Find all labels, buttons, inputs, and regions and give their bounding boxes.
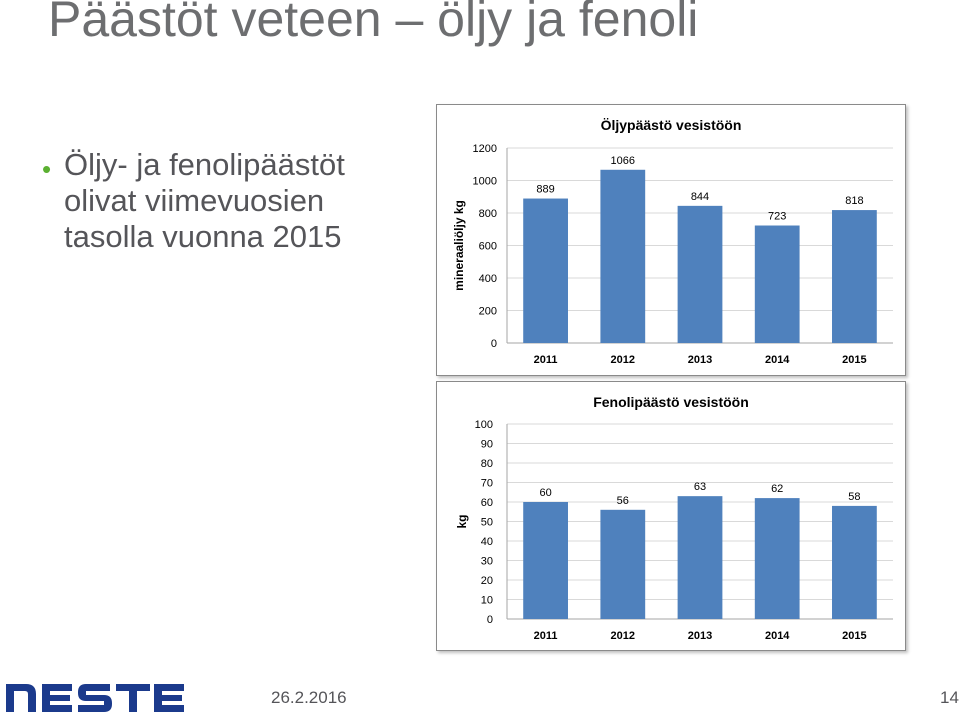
x-tick-label: 2013 — [688, 630, 712, 642]
x-tick-label: 2011 — [534, 630, 558, 642]
chart-title: Öljypäästö vesistöön — [601, 117, 742, 133]
data-label: 62 — [771, 483, 783, 495]
y-tick-label: 30 — [481, 556, 493, 568]
y-tick-label: 800 — [479, 208, 497, 220]
y-tick-label: 40 — [481, 536, 493, 548]
data-label: 60 — [539, 487, 551, 499]
data-label: 1066 — [611, 155, 635, 167]
y-tick-label: 50 — [481, 517, 493, 529]
y-tick-label: 60 — [481, 497, 493, 509]
bullet-line: tasolla vuonna 2015 — [64, 219, 342, 254]
chart-title: Fenolipäästö vesistöön — [593, 394, 749, 410]
phenol-emission-chart-svg: Fenolipäästö vesistöön kg 0 10 20 30 40 50 60 70 8… — [455, 394, 893, 642]
bullet-line: olivat viimevuosien — [64, 183, 325, 218]
y-tick-label: 100 — [475, 419, 493, 431]
x-tick-label: 2015 — [842, 630, 866, 642]
data-label: 58 — [848, 491, 860, 503]
y-tick-label: 1000 — [473, 176, 497, 188]
bar — [600, 169, 646, 343]
y-tick-label: 0 — [491, 338, 497, 350]
phenol-emission-chart: Fenolipäästö vesistöön kg 0 10 20 30 40 50 60 70 8… — [436, 381, 906, 651]
x-tick-label: 2013 — [688, 354, 712, 366]
y-axis-label: kg — [455, 514, 469, 528]
y-tick-label: 20 — [481, 575, 493, 587]
bar — [523, 502, 568, 619]
oil-emission-chart-svg: Öljypäästö vesistöön mineraaliöljy kg 0 200… — [452, 117, 893, 366]
bar — [677, 205, 723, 343]
neste-logo-mark — [6, 684, 184, 712]
y-tick-label: 10 — [481, 595, 493, 607]
x-tick-label: 2014 — [765, 354, 790, 366]
neste-logo — [6, 680, 186, 719]
y-tick-label: 400 — [479, 273, 497, 285]
x-tick-label: 2015 — [842, 354, 866, 366]
y-axis-label: mineraaliöljy kg — [452, 200, 466, 291]
bullet-line: Öljy- ja fenolipäästöt — [64, 147, 345, 182]
x-tick-label: 2011 — [534, 354, 558, 366]
data-label: 889 — [536, 184, 554, 196]
x-tick-label: 2012 — [611, 354, 635, 366]
y-tick-label: 70 — [481, 478, 493, 490]
y-tick-label: 200 — [479, 306, 497, 318]
bar — [677, 496, 723, 619]
y-tick-label: 0 — [487, 614, 493, 626]
slide-title: Päästöt veteen – öljy ja fenoli — [48, 0, 699, 47]
y-tick-label: 80 — [481, 458, 493, 470]
bar — [754, 225, 800, 343]
data-label: 844 — [691, 191, 709, 203]
footer-date: 26.2.2016 — [271, 688, 347, 707]
page-number: 14 — [940, 688, 959, 707]
bar — [832, 210, 877, 343]
x-tick-label: 2012 — [611, 630, 635, 642]
bar — [754, 498, 800, 619]
oil-emission-chart: Öljypäästö vesistöön mineraaliöljy kg 0 200… — [436, 104, 906, 376]
bullet-text: Öljy- ja fenolipäästöt olivat viimevuosi… — [64, 147, 345, 255]
bullet-marker: • — [42, 154, 52, 184]
data-label: 56 — [617, 495, 629, 507]
y-tick-label: 1200 — [473, 143, 497, 155]
bar — [600, 509, 646, 619]
data-label: 723 — [768, 211, 786, 223]
data-label: 818 — [845, 195, 863, 207]
y-tick-label: 90 — [481, 439, 493, 451]
bar — [832, 505, 877, 619]
x-tick-label: 2014 — [765, 630, 790, 642]
bar — [523, 198, 568, 343]
y-tick-label: 600 — [479, 241, 497, 253]
data-label: 63 — [694, 481, 706, 493]
